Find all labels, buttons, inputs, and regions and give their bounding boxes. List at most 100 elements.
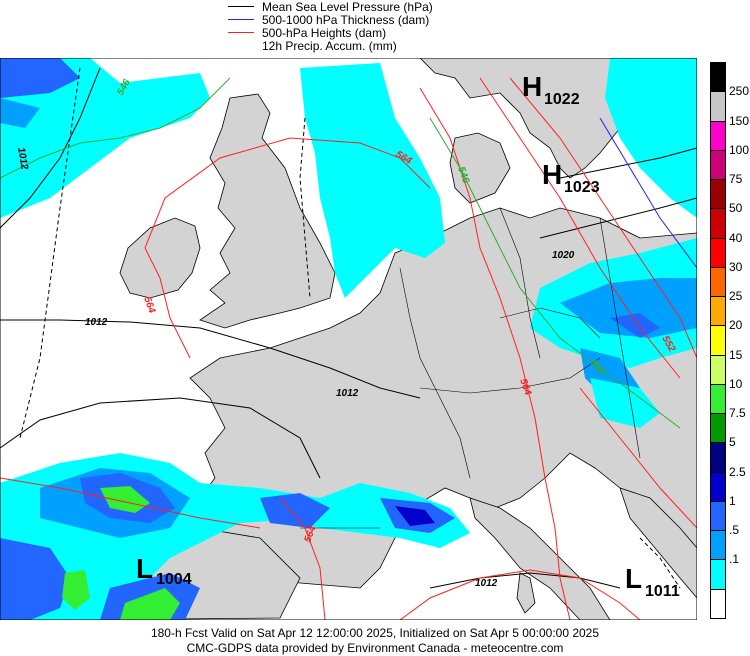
colorbar-label: 40	[729, 230, 743, 245]
pressure-center-letter: H	[542, 159, 562, 190]
isobar-label: 1012	[15, 147, 30, 171]
colorbar-label: 30	[729, 259, 743, 274]
isobar-label: 1020	[552, 250, 575, 261]
map-footer: 180-h Fcst Valid on Sat Apr 12 12:00:00 …	[0, 626, 750, 656]
isobar-1016	[559, 147, 697, 179]
colorbar-swatch	[710, 149, 726, 181]
height-576	[399, 569, 641, 620]
land-corsica	[516, 572, 536, 614]
land-balkans	[619, 487, 697, 599]
data-credit-text: CMC-GDPS data provided by Environment Ca…	[186, 641, 564, 655]
colorbar-label: 25	[729, 289, 743, 304]
legend-swatch	[228, 45, 254, 46]
precip-southwest-green	[100, 486, 150, 513]
precip-north-sea	[300, 63, 445, 298]
thickness-blue	[599, 117, 697, 269]
colorbar-label: 15	[729, 347, 743, 362]
land-ireland	[119, 217, 201, 299]
colorbar-swatch	[710, 208, 726, 239]
height-552	[509, 77, 697, 359]
thickness-contours	[0, 77, 697, 429]
legend-item-precip: 12h Precip. Accum. (mm)	[228, 39, 397, 53]
pressure-center-value: 1023	[564, 179, 600, 196]
colorbar-swatch	[710, 530, 726, 561]
border-east	[599, 217, 641, 459]
height-contours	[0, 77, 697, 620]
colorbar-swatch	[710, 559, 726, 590]
colorbar-label: 10	[729, 376, 743, 391]
colorbar-swatch	[710, 296, 726, 327]
thickness-546	[0, 77, 231, 179]
isobar-label: 1012	[475, 578, 498, 589]
precip-nw-atlantic	[0, 58, 210, 218]
legend-label: 500-hPa Heights (dam)	[262, 25, 387, 40]
colorbar-swatch	[710, 354, 726, 385]
colorbar-swatch	[710, 471, 726, 502]
precip-nw-spot	[0, 98, 40, 128]
legend-swatch	[228, 32, 254, 33]
colorbar-swatch	[710, 266, 726, 298]
pressure-centers: H 1022 H 1023 L 1004 L 1011	[136, 71, 680, 600]
colorbar-label: .1	[729, 552, 740, 567]
map-legend: Mean Sea Level Pressure (hPa) 500-1000 h…	[228, 0, 528, 56]
colorbar-swatch	[710, 237, 726, 268]
border-czech	[499, 307, 601, 339]
colorbar-swatch	[710, 325, 726, 356]
precip-east-spot	[610, 313, 660, 338]
precip-northeast	[605, 58, 697, 218]
land-denmark	[449, 132, 511, 204]
isobar-1020	[539, 197, 697, 239]
colorbar-swatch	[710, 588, 726, 619]
precip-areas	[0, 58, 697, 620]
colorbar-swatch	[710, 442, 726, 473]
pressure-center-letter: L	[625, 563, 642, 594]
border-alps	[419, 357, 601, 394]
legend-swatch	[228, 6, 254, 7]
precip-iberia-south-green	[120, 588, 180, 620]
colorbar-swatch	[710, 500, 726, 532]
dashed-line-east	[639, 537, 681, 589]
colorbar-label: 7.5	[729, 406, 746, 421]
pressure-center-value: 1022	[544, 91, 580, 108]
borders	[300, 207, 641, 529]
thickness-546-east	[429, 117, 681, 429]
isobar-1012-north	[0, 319, 421, 399]
forecast-valid-text: 180-h Fcst Valid on Sat Apr 12 12:00:00 …	[150, 626, 600, 640]
colorbar-label: 100	[729, 142, 750, 157]
colorbar-swatch	[710, 179, 726, 210]
forecast-map: H 1022 H 1023 L 1004 L 1011 1012 1012 10…	[0, 58, 697, 620]
legend-label: 500-1000 hPa Thickness (dam)	[262, 12, 430, 27]
colorbar-swatch	[710, 91, 726, 122]
precip-bay-biscay	[260, 493, 330, 528]
height-564-iberia	[279, 497, 326, 620]
colorbar-swatch	[710, 383, 726, 415]
height-564-main	[419, 87, 571, 620]
legend-item-heights: 500-hPa Heights (dam)	[228, 25, 387, 40]
colorbar-label: 2.5	[729, 464, 746, 479]
colorbar-label: 75	[729, 172, 743, 187]
legend-label: Mean Sea Level Pressure (hPa)	[262, 0, 433, 14]
fronts	[19, 67, 681, 589]
land-italy	[469, 497, 611, 620]
colorbar-label: 1	[729, 493, 736, 508]
isobar-1012-arc	[0, 67, 101, 229]
isobar-label: 1012	[336, 388, 359, 399]
colorbar-swatch	[710, 413, 726, 444]
border-germany-poland	[499, 207, 541, 359]
legend-swatch	[228, 19, 254, 20]
colorbar-label: 150	[729, 113, 750, 128]
colorbar-swatch	[710, 62, 726, 93]
height-564-loop	[144, 137, 431, 279]
precip-iberia-west	[0, 538, 70, 620]
pressure-center-value: 1004	[156, 571, 192, 588]
colorbar-label: 20	[729, 318, 743, 333]
pressure-center-letter: L	[136, 553, 153, 584]
colorbar-label: 50	[729, 201, 743, 216]
height-570	[0, 477, 261, 529]
pressure-center-letter: H	[522, 71, 542, 102]
precip-pyrenees-core	[395, 506, 435, 526]
pressure-center-value: 1011	[645, 583, 680, 600]
height-558	[479, 77, 681, 379]
isobar-1012-south	[0, 397, 321, 479]
legend-item-thickness: 500-1000 hPa Thickness (dam)	[228, 12, 430, 27]
